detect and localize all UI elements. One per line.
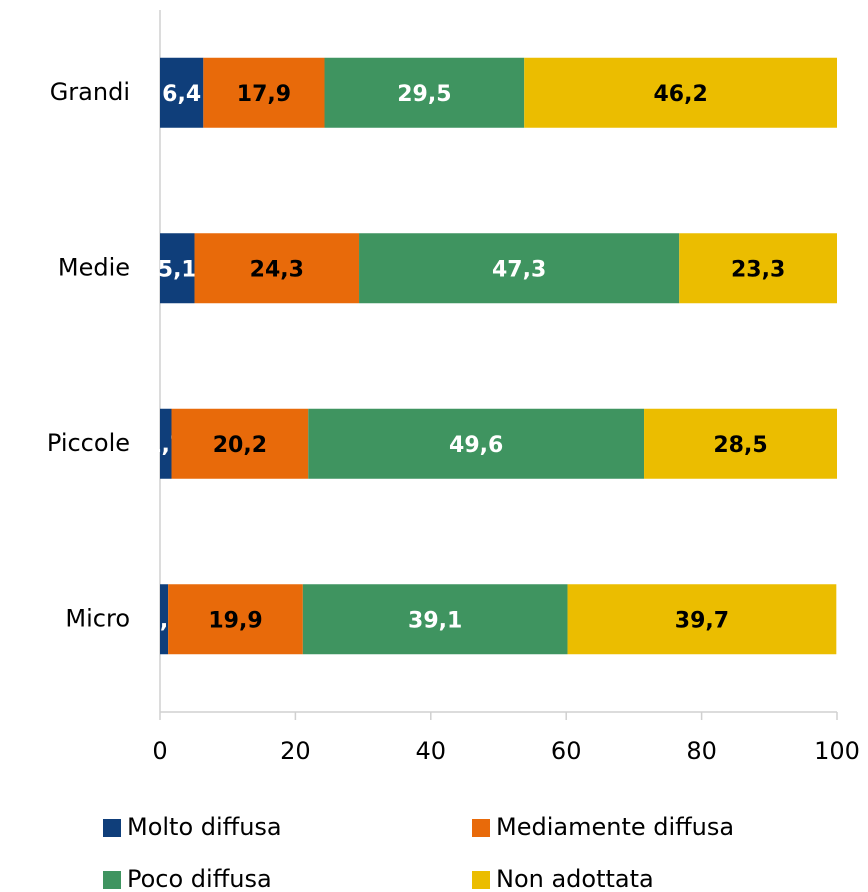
bar-segment (308, 408, 645, 479)
data-label: 49,6 (449, 433, 503, 458)
data-label: 6,4 (162, 82, 201, 107)
data-label: 47,3 (492, 257, 546, 282)
bar-segment (324, 57, 525, 128)
bar-segment (567, 584, 837, 655)
legend-swatch (103, 819, 121, 837)
legend-swatch (472, 871, 490, 889)
bar-segment (359, 233, 680, 304)
bar-segment (679, 233, 837, 304)
data-label: 5,1 (158, 257, 197, 282)
bar-segment (160, 233, 195, 304)
x-tick-label: 0 (152, 737, 167, 765)
y-tick-label: Grandi (50, 78, 130, 106)
bar-segment (160, 408, 172, 479)
legend-swatch (103, 871, 121, 889)
x-tick-label: 60 (551, 737, 582, 765)
data-label: 46,2 (653, 82, 707, 107)
data-label: 19,9 (208, 608, 262, 633)
x-tick-label: 100 (814, 737, 860, 765)
bar-segment (194, 233, 360, 304)
y-tick-label: Micro (65, 604, 130, 632)
legend-label: Poco diffusa (127, 865, 272, 892)
data-label: 29,5 (397, 82, 451, 107)
bar-segment (524, 57, 837, 128)
data-label: 39,1 (408, 608, 462, 633)
legend-label: Mediamente diffusa (496, 813, 734, 841)
bar-segment (171, 408, 309, 479)
bar-segment (644, 408, 837, 479)
data-label: 24,3 (250, 257, 304, 282)
bar-segment (168, 584, 303, 655)
x-tick-label: 20 (280, 737, 311, 765)
data-label: 39,7 (675, 608, 729, 633)
bar-segment (160, 584, 169, 655)
data-label: 20,2 (213, 433, 267, 458)
data-label: 23,3 (731, 257, 785, 282)
legend-label: Non adottata (496, 865, 654, 892)
legend-swatch (472, 819, 490, 837)
legend-label: Molto diffusa (127, 813, 282, 841)
y-tick-label: Medie (58, 253, 130, 281)
data-label: 17,9 (237, 82, 291, 107)
y-tick-label: Piccole (47, 429, 130, 457)
bar-segment (302, 584, 568, 655)
x-tick-label: 80 (686, 737, 717, 765)
bar-segment (160, 57, 204, 128)
data-label: 28,5 (713, 433, 767, 458)
bar-segment (203, 57, 325, 128)
x-tick-label: 40 (416, 737, 447, 765)
